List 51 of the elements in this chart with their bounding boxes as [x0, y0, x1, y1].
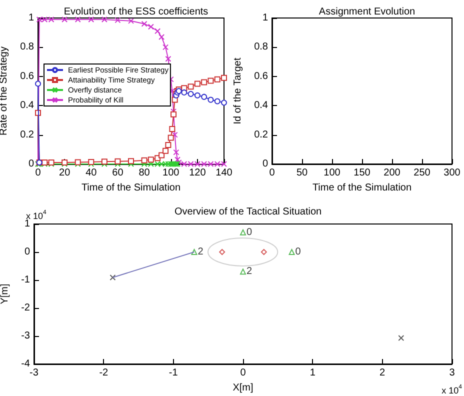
y-tick-label: 1	[262, 12, 268, 24]
x-tick-label: 140	[216, 168, 233, 178]
y-tick-label: 0	[24, 246, 30, 258]
x-tick-label: 0	[269, 168, 276, 178]
y-tick-label: 0	[28, 158, 34, 170]
x-axis-title: Time of the Simulation	[81, 182, 181, 194]
y-tick-label: 0.4	[254, 100, 268, 112]
x-tick-label: -1	[168, 368, 178, 378]
y-tick-label: 0	[262, 158, 268, 170]
y-tick-label: 1	[24, 218, 30, 230]
x-tick-label: 100	[324, 168, 341, 178]
annotation: 0	[295, 246, 302, 258]
x-tick-label: 250	[414, 168, 431, 178]
y-tick-label: -2	[21, 302, 30, 314]
y-tick-label: 0.6	[20, 70, 34, 82]
y-tick-label: 0.8	[20, 42, 34, 53]
x-tick-label: 50	[296, 168, 308, 178]
x-tick-label: 0	[35, 168, 42, 178]
chart-title: Evolution of the ESS coefficients	[64, 6, 208, 18]
x-tick-label: 200	[384, 168, 401, 178]
y-tick-label: -3	[21, 330, 30, 342]
x-tick-label: 20	[59, 168, 71, 178]
x-axis-title: X[m]	[232, 382, 254, 394]
x-tick-label: 120	[189, 168, 206, 178]
x-tick-label: 2	[380, 368, 386, 378]
chart-title: Overview of the Tactical Situation	[174, 206, 322, 218]
y-axis-title: Y[m]	[0, 284, 11, 304]
x-tick-label: 100	[162, 168, 180, 178]
y-tick-label: 0.2	[254, 129, 268, 140]
y-tick-label: -1	[21, 274, 30, 286]
x-tick-label: 1	[310, 368, 316, 378]
annotation: 2	[198, 246, 204, 258]
y-tick-label: 0.2	[20, 129, 34, 140]
x-tick-label: 80	[138, 168, 150, 178]
x-tick-label: -2	[99, 368, 109, 378]
annotation: 0	[246, 226, 252, 238]
y-axis-title: Id of the Target	[232, 58, 244, 124]
x-tick-label: 60	[112, 168, 124, 178]
x-tick-label: 40	[86, 168, 98, 178]
y-tick-label: 0.4	[20, 100, 34, 112]
x-tick-label: 300	[444, 168, 461, 178]
x-axis-title: Time of the Simulation	[312, 182, 412, 194]
x-tick-label: 150	[354, 168, 371, 178]
y-tick-label: 1	[28, 12, 34, 24]
chart-title: Assignment Evolution	[318, 6, 416, 18]
y-tick-label: 0.8	[254, 42, 268, 53]
y-tick-label: -4	[21, 358, 30, 370]
x-tick-label: 3	[449, 368, 456, 378]
y-tick-label: 0.6	[254, 70, 268, 82]
x-tick-label: 0	[240, 368, 246, 378]
annotation: 2	[246, 266, 252, 278]
